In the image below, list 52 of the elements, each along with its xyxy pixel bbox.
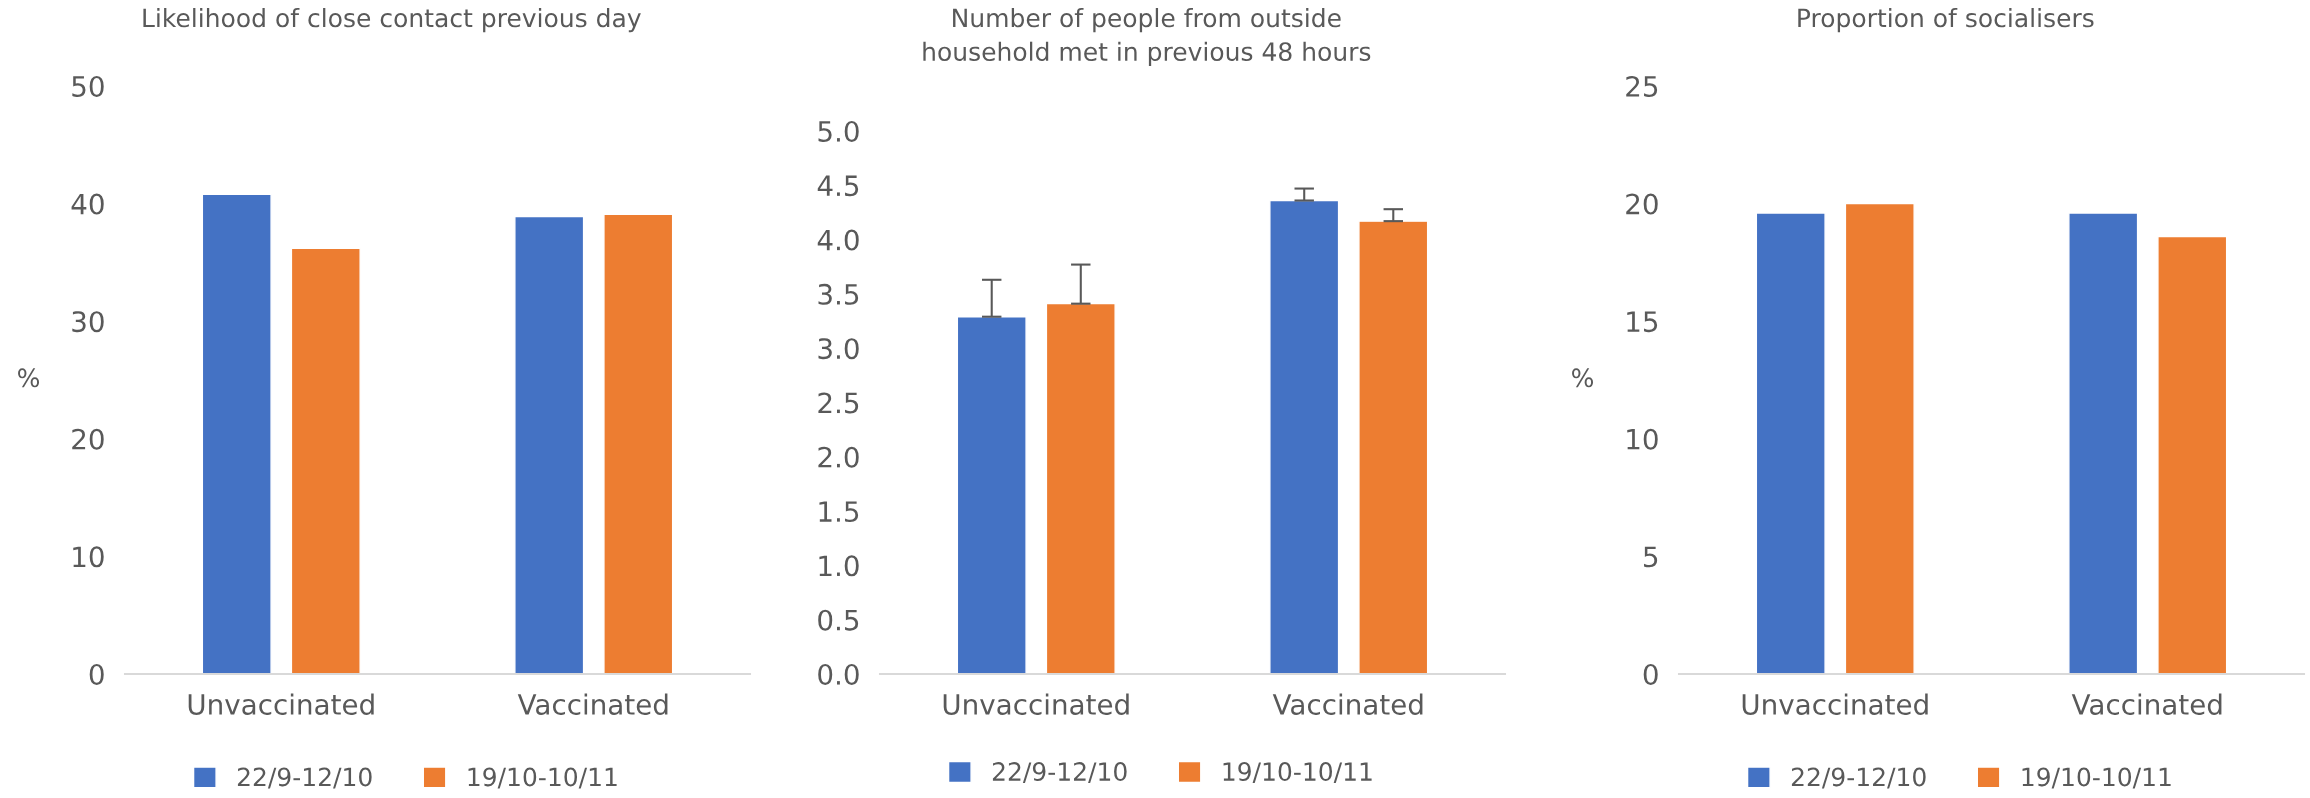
y-tick-label: 4.0 — [817, 229, 859, 251]
bar — [1358, 220, 1429, 674]
y-tick-label: 10 — [1627, 428, 1658, 450]
y-tick-label: 5 — [1644, 546, 1658, 568]
x-tick-label: Unvaccinated — [943, 693, 1129, 715]
legend-label: 19/10-10/11 — [468, 767, 617, 789]
y-tick-label: 5.0 — [818, 120, 859, 142]
y-tick-label: 0 — [1643, 663, 1658, 685]
legend-label: 22/9-12/10 — [1791, 767, 1926, 789]
chart-title: Number of people from outside household met in previous 48 hours — [923, 8, 1371, 66]
x-tick-label: Unvaccinated — [1742, 693, 1928, 715]
bar — [2157, 235, 2228, 674]
y-tick-label: 1.0 — [819, 555, 859, 577]
y-tick-label: 40 — [71, 193, 104, 215]
y-tick-label: 0.5 — [818, 609, 859, 631]
y-axis-title: % — [18, 368, 40, 388]
legend-label: 22/9-12/10 — [992, 762, 1127, 783]
y-tick-label: 20 — [72, 428, 104, 450]
y-tick-label: 2.0 — [818, 446, 859, 468]
x-tick-label: Unvaccinated — [188, 693, 374, 715]
chart-title: Likelihood of close contact previous day — [143, 8, 641, 33]
legend-label: 22/9-12/10 — [237, 767, 372, 789]
bar — [514, 215, 585, 674]
y-tick-label: 2.5 — [818, 392, 859, 414]
y-tick-label: 3.5 — [818, 283, 859, 305]
y-axis-title: % — [1572, 368, 1594, 388]
bar — [603, 213, 674, 674]
bar — [2068, 212, 2139, 674]
y-tick-label: 15 — [1627, 311, 1658, 333]
y-tick-label: 1.5 — [819, 501, 859, 523]
y-tick-label: 10 — [73, 546, 104, 568]
y-tick-label: 0.0 — [818, 663, 859, 685]
x-tick-label: Vaccinated — [1272, 693, 1423, 715]
bar — [290, 247, 361, 674]
bar — [1844, 202, 1915, 674]
bar — [201, 193, 272, 674]
y-tick-label: 4.5 — [817, 175, 859, 197]
x-tick-label: Vaccinated — [2071, 693, 2222, 715]
legend-label: 19/10-10/11 — [2022, 767, 2171, 789]
y-tick-label: 25 — [1626, 75, 1658, 97]
chart-title: Proportion of socialisers — [1798, 8, 2094, 33]
y-tick-label: 30 — [72, 311, 104, 333]
x-tick-label: Vaccinated — [517, 693, 668, 715]
bar — [1269, 199, 1340, 674]
legend-label: 19/10-10/11 — [1223, 762, 1372, 783]
y-tick-label: 0 — [89, 663, 104, 685]
y-tick-label: 50 — [72, 75, 104, 97]
bar — [1755, 212, 1826, 674]
bar — [1045, 302, 1116, 674]
y-tick-label: 3.0 — [818, 338, 859, 360]
y-tick-label: 20 — [1626, 193, 1658, 215]
bar — [956, 316, 1027, 674]
